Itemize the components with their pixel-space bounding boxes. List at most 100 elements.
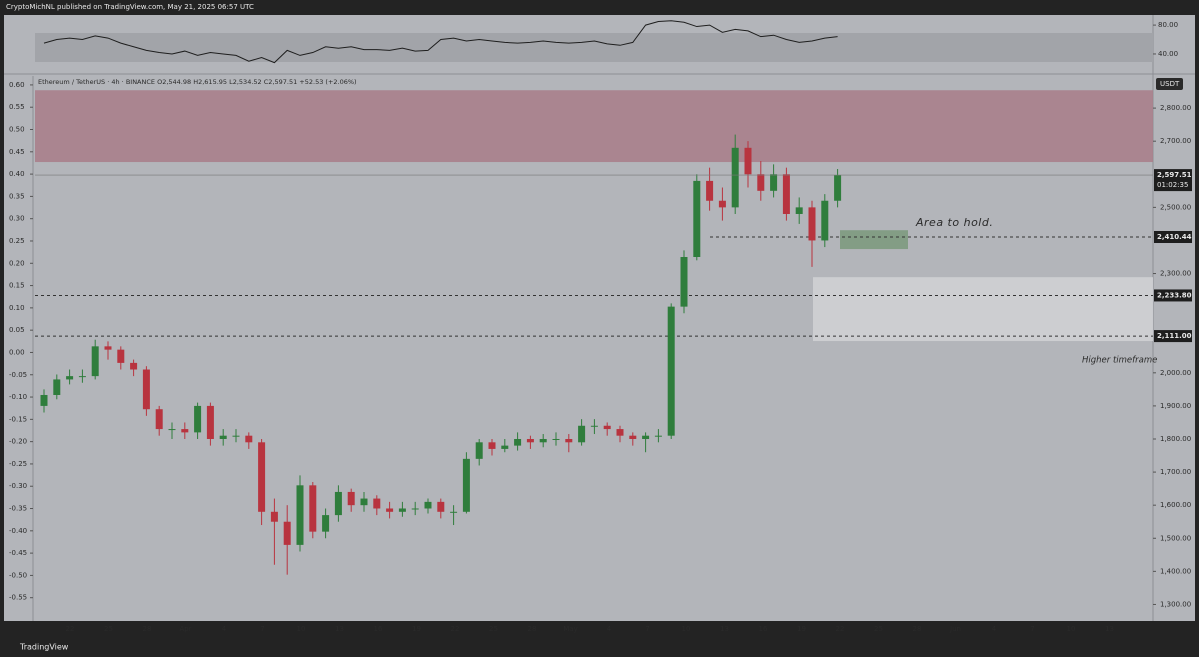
x-tick-label: 22: [836, 625, 845, 633]
candle-body: [590, 425, 598, 427]
x-tick-label: Jun: [949, 625, 961, 633]
level-badge: [1154, 330, 1192, 343]
candle-body: [450, 511, 458, 513]
x-tick-label: 10: [682, 625, 691, 633]
candle-body: [104, 346, 112, 350]
candle-body: [616, 429, 624, 436]
currency-badge: [1156, 78, 1183, 90]
level-label: 2,111.00: [1157, 332, 1192, 340]
candle-body: [40, 394, 48, 406]
candle-body: [78, 376, 86, 378]
candle-body: [514, 438, 522, 446]
candle-body: [834, 175, 842, 201]
candle-body: [91, 346, 99, 377]
candle-body: [322, 515, 330, 532]
rsi-band: [35, 33, 1153, 62]
candle-body: [565, 438, 573, 443]
zone: [35, 90, 1153, 163]
candle-body: [821, 200, 829, 241]
candle-body: [808, 207, 816, 241]
y2-tick-label: -0.50: [9, 571, 27, 579]
y2-tick-label: 0.55: [9, 103, 25, 111]
y2-tick-label: 0.40: [9, 170, 25, 178]
y2-tick-label: 0.10: [9, 304, 25, 312]
x-tick-label: Apr: [179, 625, 191, 633]
candle-body: [667, 306, 675, 436]
candle-body: [347, 491, 355, 506]
header: CryptoMichNL published on TradingView.co…: [6, 3, 254, 11]
y2-tick-label: 0.35: [9, 192, 25, 200]
y2-tick-label: -0.15: [9, 415, 27, 423]
candle-body: [411, 508, 419, 510]
y2-tick-label: -0.40: [9, 527, 27, 535]
y-tick-label: 2,800.00: [1160, 104, 1191, 112]
y-tick-label: 1,300.00: [1160, 600, 1191, 608]
candle-body: [181, 429, 189, 433]
last-price-badge: [1154, 169, 1192, 192]
candle-body: [642, 435, 650, 439]
y2-tick-label: -0.20: [9, 438, 27, 446]
y-tick-label: 2,000.00: [1160, 369, 1191, 377]
y-tick-label: 1,700.00: [1160, 468, 1191, 476]
currency: USDT: [1160, 80, 1180, 88]
x-tick-label: 25: [874, 625, 883, 633]
y2-tick-label: 0.25: [9, 237, 25, 245]
candle-body: [155, 409, 163, 430]
candle-body: [258, 442, 266, 512]
y2-tick-label: -0.35: [9, 505, 27, 513]
candle-body: [360, 498, 368, 506]
candle-body: [539, 438, 547, 443]
candle-body: [142, 369, 150, 410]
candle-body: [206, 405, 214, 439]
y-tick-label: 40.00: [1158, 50, 1178, 58]
x-tick-label: 19: [412, 625, 421, 633]
candle-body: [373, 498, 381, 509]
y2-tick-label: 0.50: [9, 126, 25, 134]
legend: Ethereum / TetherUS · 4h · BINANCE O2,54…: [38, 78, 357, 86]
footer-logo: TradingView: [19, 643, 69, 652]
candle-body: [744, 147, 752, 175]
x-tick-label: 13: [335, 625, 344, 633]
last-price-label: 2,597.51: [1157, 171, 1192, 179]
countdown: 01:02:35: [1157, 181, 1188, 189]
candle-body: [130, 362, 138, 370]
zone: [813, 277, 1153, 342]
x-tick-label: 28: [528, 625, 537, 633]
y-tick-label: 80.00: [1158, 21, 1178, 29]
y-tick-label: 1,900.00: [1160, 402, 1191, 410]
candle-body: [386, 508, 394, 512]
y-tick-label: 2,700.00: [1160, 137, 1191, 145]
candle-body: [706, 180, 714, 201]
x-tick-label: 22: [66, 625, 75, 633]
candle-body: [757, 174, 765, 191]
candle-body: [437, 501, 445, 512]
x-tick-label: 10: [1067, 625, 1076, 633]
y2-tick-label: 0.00: [9, 348, 25, 356]
level-label: 2,410.44: [1157, 233, 1192, 241]
rsi-line: [43, 20, 838, 64]
candle-body: [424, 501, 432, 509]
annotation: Area to hold.: [915, 216, 993, 229]
zone: [840, 230, 908, 250]
candle-body: [296, 485, 304, 545]
y2-tick-label: -0.05: [9, 371, 27, 379]
candle-body: [629, 435, 637, 439]
x-tick-label: 10: [297, 625, 306, 633]
y2-tick-label: 0.15: [9, 282, 25, 290]
candle-body: [552, 438, 560, 440]
candle-body: [245, 435, 253, 443]
candle-body: [168, 429, 176, 431]
x-tick-label: May: [563, 625, 577, 633]
candle-body: [488, 442, 496, 449]
x-tick-label: 13: [720, 625, 729, 633]
y2-tick-label: -0.25: [9, 460, 27, 468]
candle-body: [731, 147, 739, 208]
x-tick-label: 25: [489, 625, 498, 633]
candle-body: [117, 349, 125, 363]
candle-body: [283, 521, 291, 545]
y-tick-label: 2,300.00: [1160, 270, 1191, 278]
candle-body: [782, 174, 790, 214]
y2-tick-label: 0.05: [9, 326, 25, 334]
x-tick-label: 4: [222, 625, 227, 633]
candle-body: [270, 511, 278, 522]
